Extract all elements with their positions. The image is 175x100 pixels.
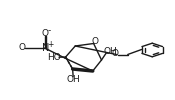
Text: O: O <box>91 37 98 46</box>
Text: +: + <box>47 40 54 49</box>
Text: HO: HO <box>47 53 61 62</box>
Text: O: O <box>111 49 118 58</box>
Text: OH: OH <box>103 47 117 56</box>
Text: -: - <box>48 26 51 36</box>
Text: O: O <box>19 44 26 52</box>
Text: N: N <box>42 43 49 53</box>
Text: O: O <box>41 29 48 38</box>
Text: OH: OH <box>67 74 80 84</box>
